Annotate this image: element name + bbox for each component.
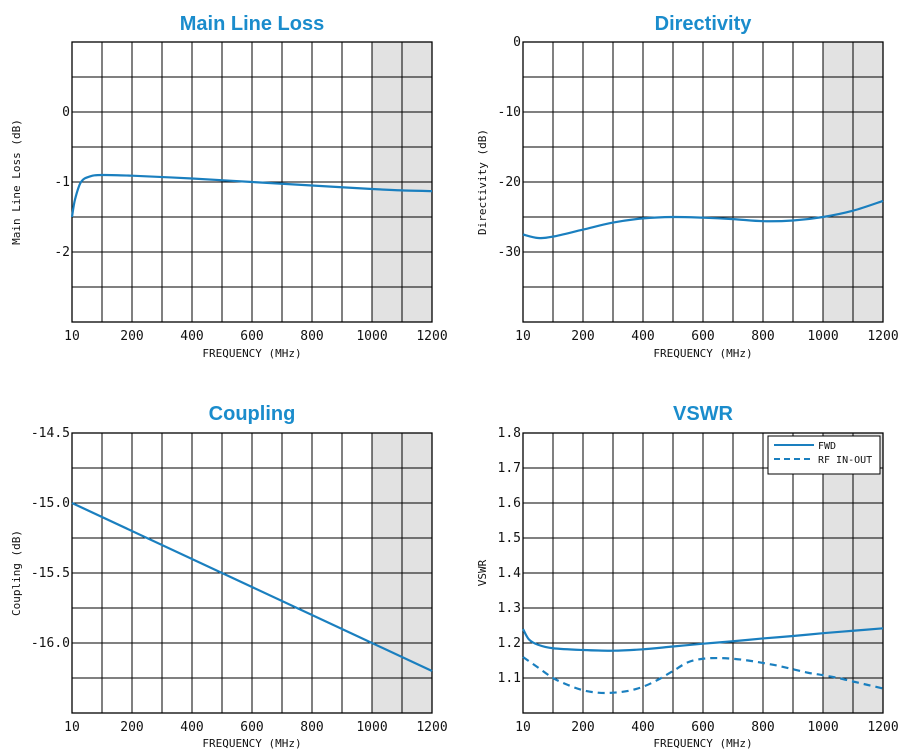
directivity-x-tick-label: 1000 bbox=[807, 329, 838, 344]
main-line-loss-x-tick-label: 400 bbox=[180, 329, 203, 344]
vswr-y-axis-label: VSWR bbox=[476, 559, 489, 586]
main-line-loss-x-tick-label: 10 bbox=[64, 329, 80, 344]
directivity-series-line-0 bbox=[522, 199, 884, 240]
directivity-x-axis-label: FREQUENCY (MHz) bbox=[653, 347, 752, 360]
main-line-loss-x-tick-label: 600 bbox=[240, 329, 263, 344]
main-line-loss-x-tick-label: 200 bbox=[120, 329, 143, 344]
vswr-x-axis-label: FREQUENCY (MHz) bbox=[653, 737, 752, 750]
directivity-title: Directivity bbox=[655, 13, 753, 35]
coupling-plot-frame bbox=[71, 432, 433, 714]
vswr-title: VSWR bbox=[673, 403, 734, 425]
directivity-chart: 10 200 400 600 800 1000 1200 0 -10 -20 -30 Directiv… bbox=[476, 13, 898, 360]
vswr-plot-frame bbox=[522, 432, 884, 714]
directivity-plot-frame bbox=[522, 41, 884, 323]
directivity-y-tick-label: -10 bbox=[498, 105, 521, 120]
directivity-x-tick-label: 400 bbox=[631, 329, 654, 344]
coupling-y-tick-label: -16.0 bbox=[31, 636, 70, 651]
coupling-chart: 10 200 400 600 800 1000 1200 -14.5 -15.0 -15.5 -16… bbox=[10, 403, 448, 750]
vswr-x-tick-label: 400 bbox=[631, 720, 654, 735]
coupling-y-axis-label: Coupling (dB) bbox=[10, 530, 23, 616]
directivity-y-tick-label: -20 bbox=[498, 175, 521, 190]
vswr-y-tick-label: 1.7 bbox=[498, 461, 521, 476]
main-line-loss-y-tick-label: -2 bbox=[54, 245, 70, 260]
vswr-y-tick-label: 1.6 bbox=[498, 496, 521, 511]
main-line-loss-chart: 10 200 400 600 800 1000 1200 0 -1 -2 Main Line Los… bbox=[10, 13, 448, 360]
coupling-x-axis-label: FREQUENCY (MHz) bbox=[202, 737, 301, 750]
vswr-y-tick-label: 1.2 bbox=[498, 636, 521, 651]
vswr-y-tick-label: 1.1 bbox=[498, 671, 521, 686]
vswr-legend-box bbox=[767, 435, 881, 475]
vswr-legend-entry: FWD bbox=[818, 441, 836, 452]
vswr-y-tick-label: 1.3 bbox=[498, 601, 521, 616]
main-line-loss-y-tick-label: 0 bbox=[62, 105, 70, 120]
main-line-loss-title: Main Line Loss bbox=[180, 13, 324, 35]
coupling-x-tick-label: 200 bbox=[120, 720, 143, 735]
directivity-x-tick-label: 1200 bbox=[867, 329, 898, 344]
coupling-x-tick-label: 400 bbox=[180, 720, 203, 735]
vswr-x-tick-label: 200 bbox=[571, 720, 594, 735]
vswr-x-tick-label: 10 bbox=[515, 720, 531, 735]
main-line-loss-series-line-0 bbox=[70, 173, 433, 218]
vswr-y-tick-label: 1.5 bbox=[498, 531, 521, 546]
vswr-x-tick-label: 1000 bbox=[807, 720, 838, 735]
main-line-loss-x-tick-label: 800 bbox=[300, 329, 323, 344]
main-line-loss-plot-frame bbox=[71, 41, 433, 323]
directivity-y-tick-label: 0 bbox=[513, 35, 521, 50]
main-line-loss-x-tick-label: 1000 bbox=[356, 329, 387, 344]
vswr-x-tick-label: 1200 bbox=[867, 720, 898, 735]
coupling-x-tick-label: 1200 bbox=[416, 720, 447, 735]
main-line-loss-y-tick-label: -1 bbox=[54, 175, 70, 190]
directivity-x-tick-label: 200 bbox=[571, 329, 594, 344]
coupling-y-tick-label: -14.5 bbox=[31, 426, 70, 441]
coupling-series-line-0 bbox=[71, 502, 433, 672]
vswr-y-tick-label: 1.8 bbox=[498, 426, 521, 441]
vswr-legend-entry: RF IN-OUT bbox=[818, 455, 872, 466]
coupling-x-tick-label: 1000 bbox=[356, 720, 387, 735]
directivity-x-tick-label: 600 bbox=[691, 329, 714, 344]
vswr-chart: 10 200 400 600 800 1000 1200 1.8 1.7 1.6 1.5 1.4 1.3… bbox=[476, 403, 898, 750]
main-line-loss-y-axis-label: Main Line Loss (dB) bbox=[10, 119, 23, 245]
vswr-y-tick-label: 1.4 bbox=[498, 566, 522, 581]
vswr-series-line-fwd bbox=[522, 627, 884, 652]
coupling-y-tick-label: -15.5 bbox=[31, 566, 70, 581]
vswr-x-tick-label: 600 bbox=[691, 720, 714, 735]
vswr-series-line-rf-in-out bbox=[522, 656, 884, 695]
coupling-x-tick-label: 800 bbox=[300, 720, 323, 735]
coupling-x-tick-label: 600 bbox=[240, 720, 263, 735]
vswr-legend: FWD RF IN-OUT bbox=[767, 435, 881, 475]
coupling-y-tick-label: -15.0 bbox=[31, 496, 70, 511]
directivity-y-tick-label: -30 bbox=[498, 245, 521, 260]
coupling-x-tick-label: 10 bbox=[64, 720, 80, 735]
coupling-title: Coupling bbox=[209, 403, 296, 425]
directivity-x-tick-label: 800 bbox=[751, 329, 774, 344]
directivity-x-tick-label: 10 bbox=[515, 329, 531, 344]
directivity-y-axis-label: Directivity (dB) bbox=[476, 129, 489, 235]
vswr-x-tick-label: 800 bbox=[751, 720, 774, 735]
main-line-loss-x-axis-label: FREQUENCY (MHz) bbox=[202, 347, 301, 360]
main-line-loss-x-tick-label: 1200 bbox=[416, 329, 447, 344]
